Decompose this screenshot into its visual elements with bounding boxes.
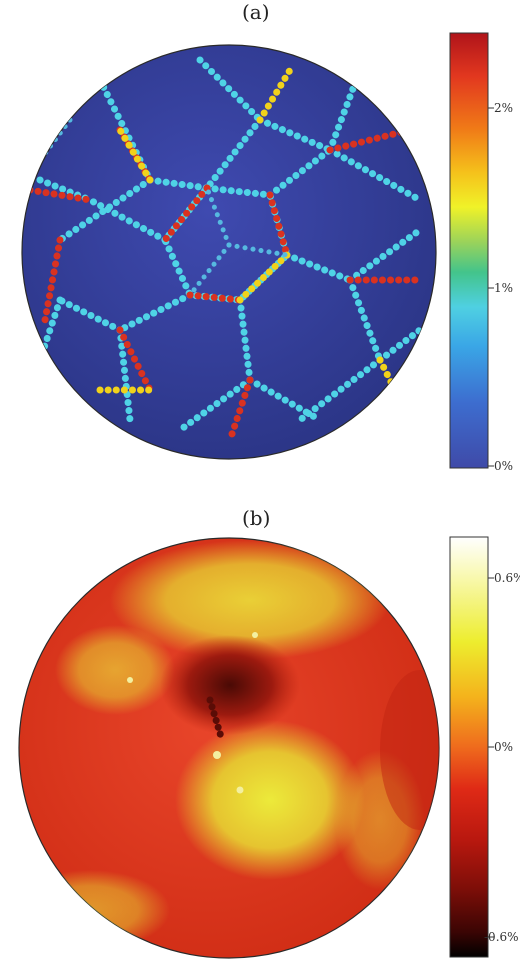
panel-a-figure: 2% 1% 0%	[21, 32, 513, 473]
panel-a: (a)	[0, 0, 520, 480]
panel-b: (b)	[0, 490, 520, 967]
colorbar-b-tick-neg06: -0.6%	[484, 930, 519, 944]
sphere-a	[21, 44, 437, 460]
colorbar-b-tick-pos06: 0.6%	[494, 571, 520, 585]
colorbar-b-tick-0: 0%	[494, 740, 513, 754]
panel-a-label: (a)	[242, 0, 270, 24]
sphere-b	[18, 537, 440, 959]
colorbar-a-tick-2pct: 2%	[494, 101, 513, 115]
colorbar-a-tick-1pct: 1%	[494, 281, 513, 295]
panel-b-label: (b)	[242, 506, 271, 530]
panel-b-figure: 0.6% 0% -0.6%	[18, 536, 520, 959]
colorbar-a: 2% 1% 0%	[449, 32, 513, 473]
colorbar-b: 0.6% 0% -0.6%	[449, 536, 520, 958]
colorbar-a-tick-0pct: 0%	[494, 459, 513, 473]
